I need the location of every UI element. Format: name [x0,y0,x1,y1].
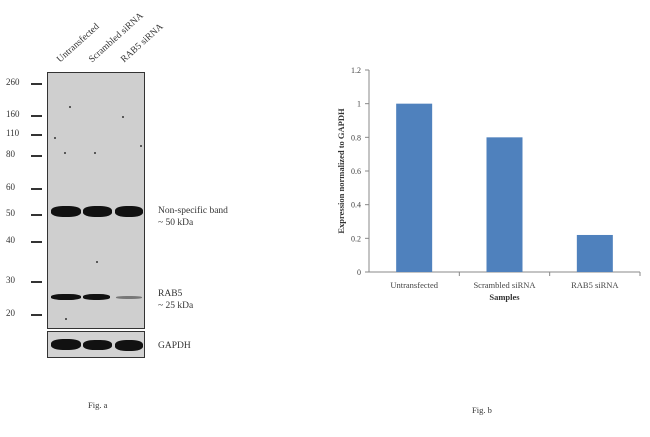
mw-tick [31,155,42,157]
y-axis-title: Expression normalized to GAPDH [336,108,346,234]
rab5-band-label: RAB5 [158,289,183,299]
band-gapdh-lane3 [115,340,143,351]
mw-marker-80: 80 [6,149,15,159]
mw-marker-260: 260 [6,77,20,87]
mw-tick [31,134,42,136]
band-gapdh-lane1 [51,339,81,350]
band-rab5-lane3 [116,296,142,299]
fig-a-caption: Fig. a [88,400,108,410]
y-tick-label: 0.2 [351,234,361,243]
mw-tick [31,314,42,316]
mw-tick [31,281,42,283]
mw-tick [31,115,42,117]
mw-tick [31,241,42,243]
band-gapdh-lane2 [83,340,112,350]
nonspecific-band-size: ~ 50 kDa [158,218,194,228]
band-50kda-lane2 [83,206,112,217]
mw-marker-60: 60 [6,182,15,192]
bar-2 [576,234,613,272]
mw-tick [31,214,42,216]
gapdh-label: GAPDH [158,341,191,351]
band-rab5-lane1 [51,294,81,300]
band-50kda-lane1 [51,206,81,217]
x-axis-title: Samples [489,292,520,302]
band-rab5-lane2 [83,294,110,300]
mw-marker-20: 20 [6,308,15,318]
x-tick-label: Untransfected [390,280,438,290]
y-tick-label: 0.6 [351,167,361,176]
mw-marker-50: 50 [6,208,15,218]
y-tick-label: 1.2 [351,66,361,75]
mw-tick [31,83,42,85]
nonspecific-band-label: Non-specific band [158,206,228,216]
x-tick-label: RAB5 siRNA [571,280,619,290]
x-tick-label: Scrambled siRNA [473,280,536,290]
rab5-band-size: ~ 25 kDa [158,301,194,311]
blot-membrane [47,72,145,329]
mw-marker-110: 110 [6,128,20,138]
y-tick-label: 1 [357,100,361,109]
band-50kda-lane3 [115,206,143,217]
y-tick-label: 0.8 [351,133,361,142]
mw-marker-30: 30 [6,275,15,285]
mw-tick [31,188,42,190]
bar-0 [396,103,433,273]
mw-marker-40: 40 [6,235,15,245]
mw-marker-160: 160 [6,109,20,119]
gapdh-blot [47,331,145,358]
y-tick-label: 0 [357,268,361,277]
bar-1 [486,137,523,272]
fig-b-caption: Fig. b [472,405,492,415]
y-tick-label: 0.4 [351,201,361,210]
